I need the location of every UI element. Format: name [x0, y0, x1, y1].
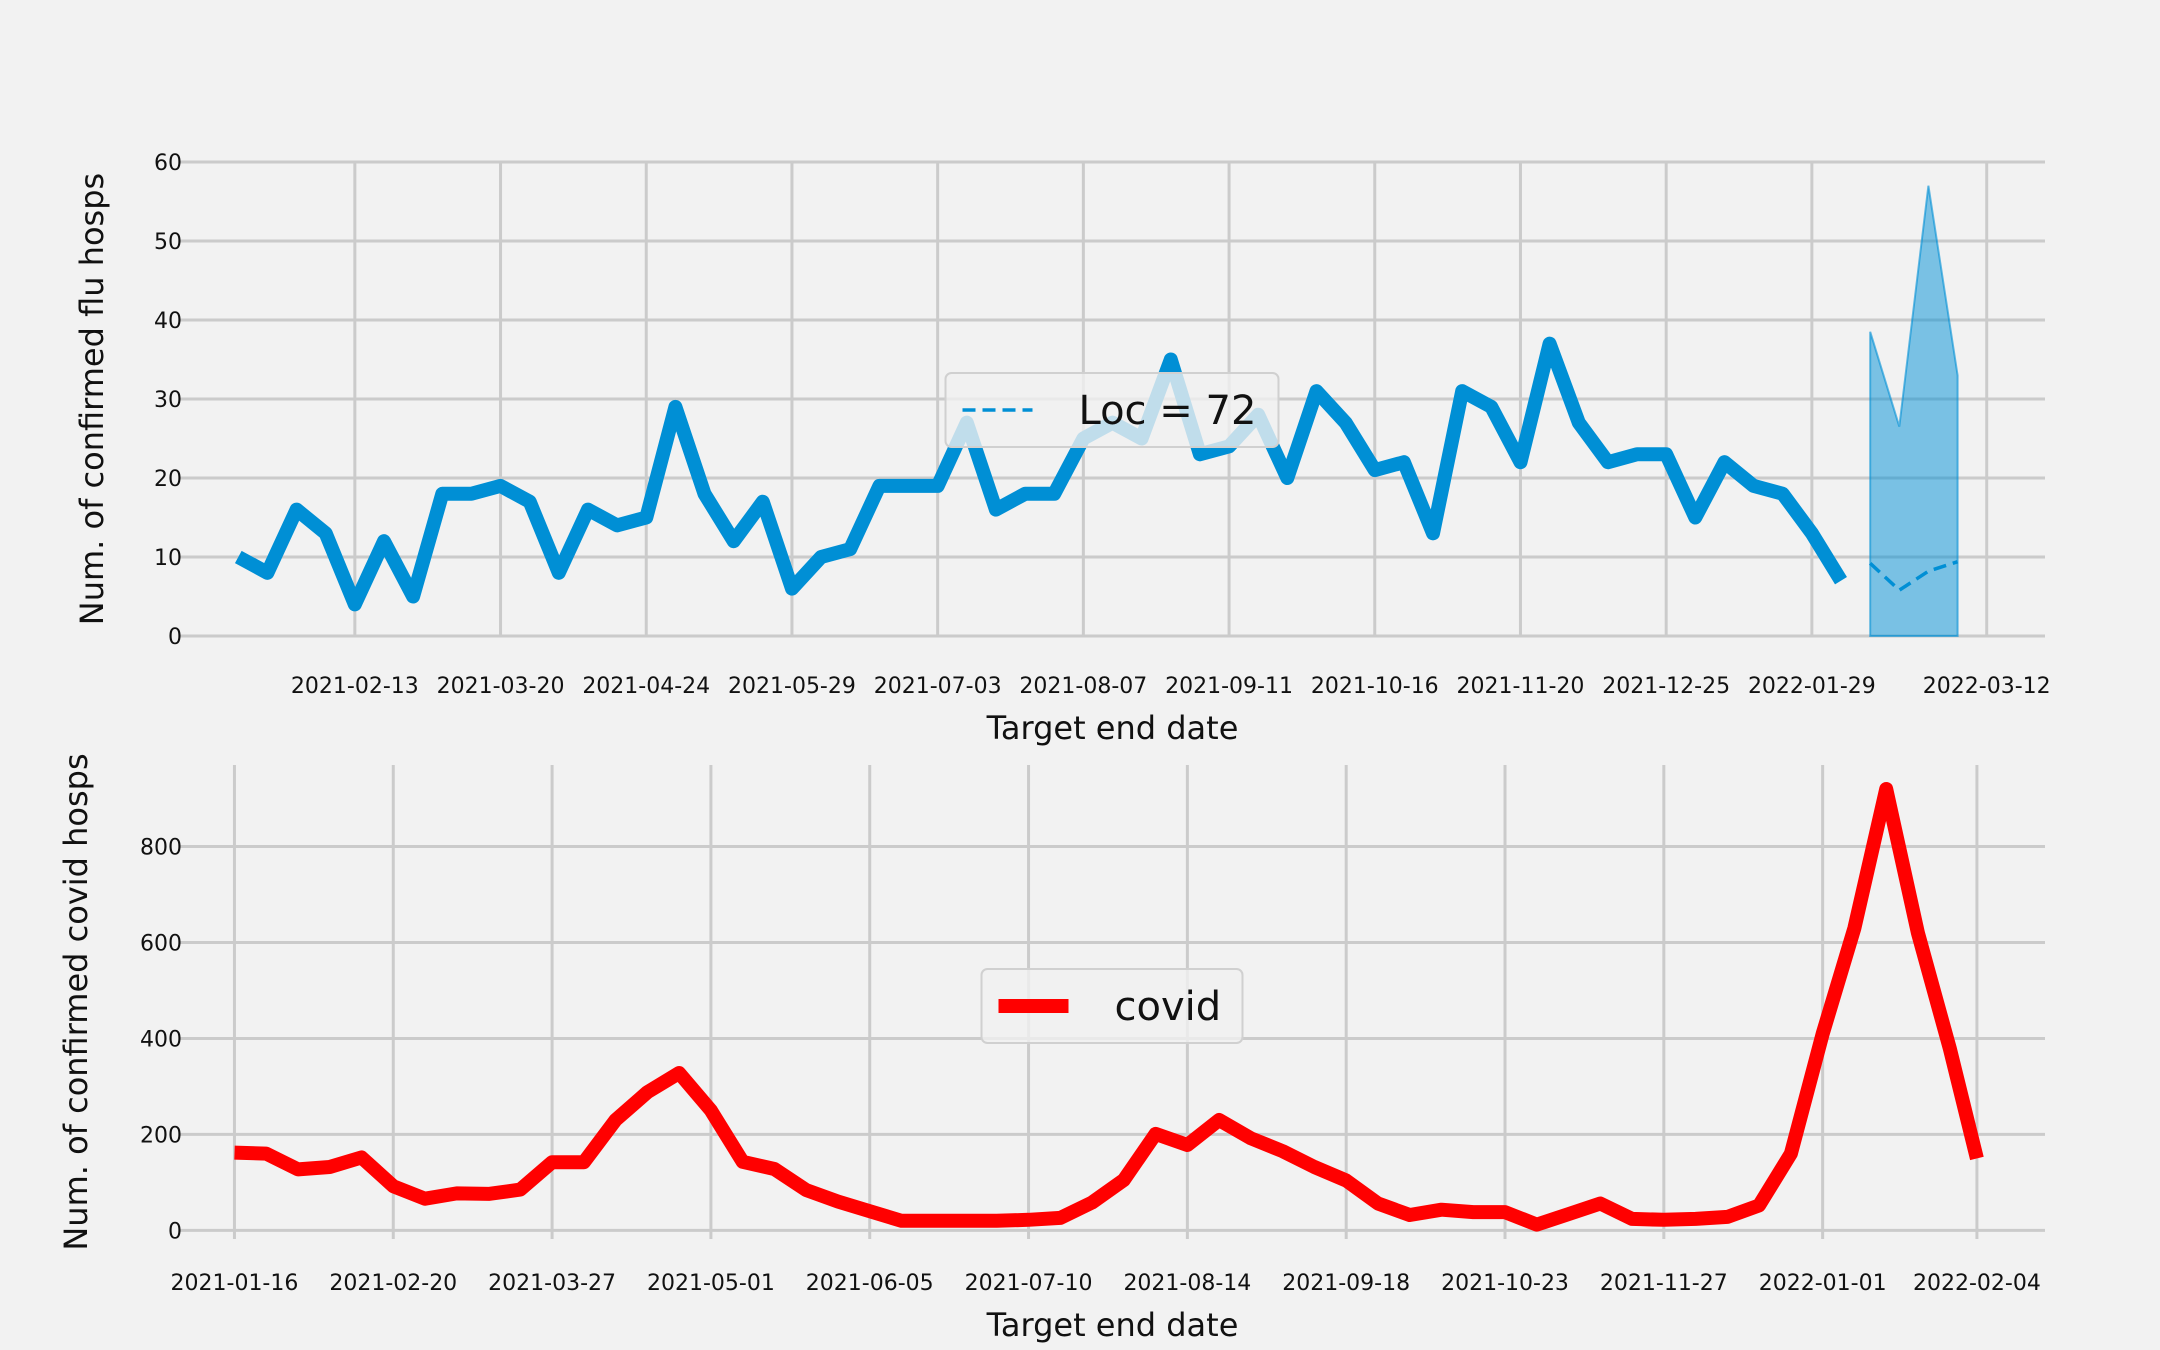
x-tick-label: 2022-01-01 — [1759, 1271, 1887, 1296]
legend-box — [980, 968, 1244, 1044]
forecast-interval-band — [1869, 185, 1959, 637]
y-axis-label: Num. of confirmed flu hosps — [73, 173, 111, 625]
x-tick-label: 2021-03-20 — [437, 674, 565, 699]
series-line — [234, 782, 1984, 1232]
y-tick-label: 0 — [168, 1219, 182, 1244]
y-tick-label: 40 — [154, 309, 182, 334]
x-tick-label: 2021-05-29 — [728, 674, 856, 699]
x-tick-label: 2022-02-04 — [1913, 1271, 2041, 1296]
x-tick-label: 2021-05-01 — [647, 1271, 775, 1296]
y-tick-label: 600 — [140, 932, 182, 957]
x-tick-label: 2021-11-20 — [1457, 674, 1585, 699]
x-tick-label: 2021-03-27 — [488, 1271, 616, 1296]
y-tick-label: 60 — [154, 151, 182, 176]
y-tick-label: 50 — [154, 230, 182, 255]
legend: Loc = 72 — [944, 372, 1280, 448]
y-tick-label: 10 — [154, 546, 182, 571]
x-tick-label: 2021-01-16 — [171, 1271, 299, 1296]
y-tick-label: 20 — [154, 467, 182, 492]
x-axis-label: Target end date — [986, 1306, 1239, 1344]
y-tick-label: 400 — [140, 1027, 182, 1052]
legend-label: covid — [1115, 984, 1222, 1030]
x-tick-label: 2021-12-25 — [1602, 674, 1730, 699]
x-tick-label: 2022-03-12 — [1923, 674, 2051, 699]
y-axis-label: Num. of confirmed covid hosps — [57, 753, 95, 1250]
legend-label: Loc = 72 — [1079, 388, 1257, 434]
x-tick-label: 2021-02-13 — [291, 674, 419, 699]
y-tick-label: 800 — [140, 836, 182, 861]
x-tick-label: 2021-07-10 — [965, 1271, 1093, 1296]
covid-hospitalizations-panel: 0 200 400 600 800 2021-01-16 2021-02-20 2021-03… — [57, 753, 2045, 1344]
y-tick-label: 30 — [154, 388, 182, 413]
x-tick-label: 2021-09-18 — [1282, 1271, 1410, 1296]
x-tick-label: 2021-04-24 — [582, 674, 710, 699]
forecast-line — [1869, 560, 1959, 592]
x-tick-label: 2021-08-07 — [1019, 674, 1147, 699]
x-tick-label: 2021-10-23 — [1441, 1271, 1569, 1296]
x-tick-label: 2021-09-11 — [1165, 674, 1293, 699]
x-tick-label: 2022-01-29 — [1748, 674, 1876, 699]
x-tick-label: 2021-11-27 — [1600, 1271, 1728, 1296]
y-tick-label: 200 — [140, 1123, 182, 1148]
flu-hospitalizations-panel: 0 10 20 30 40 50 60 2021-02-13 2021-03-20 2021-04… — [73, 151, 2051, 747]
x-tick-label: 2021-10-16 — [1311, 674, 1439, 699]
x-tick-label: 2021-02-20 — [329, 1271, 457, 1296]
x-tick-label: 2021-07-03 — [874, 674, 1002, 699]
x-tick-label: 2021-06-05 — [806, 1271, 934, 1296]
legend: covid — [980, 968, 1244, 1044]
y-tick-label: 0 — [168, 625, 182, 650]
series-line — [234, 336, 1847, 612]
legend-box — [944, 372, 1280, 448]
x-tick-label: 2021-08-14 — [1123, 1271, 1251, 1296]
x-axis-label: Target end date — [986, 709, 1239, 747]
